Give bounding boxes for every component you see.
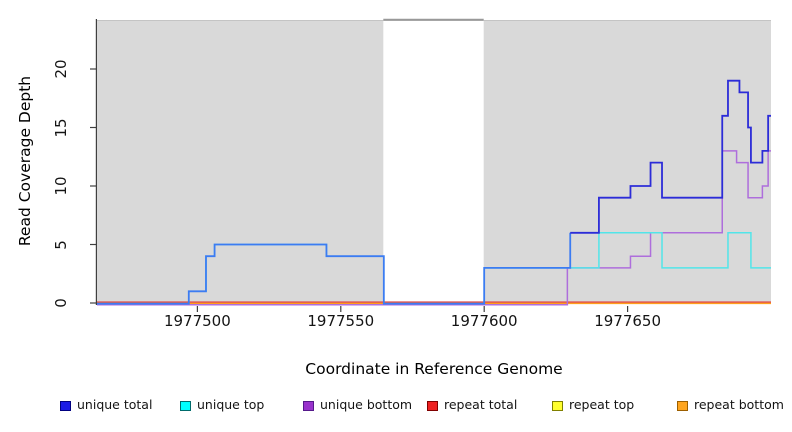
legend-swatch-icon	[552, 400, 563, 411]
legend-label: unique total	[77, 397, 153, 412]
legend-swatch-icon	[60, 400, 71, 411]
legend-label: unique bottom	[320, 397, 413, 412]
legend-swatch-icon	[303, 400, 314, 411]
legend-label: repeat bottom	[694, 397, 784, 412]
x-tick-label: 1977600	[450, 312, 518, 330]
legend-swatch-icon	[180, 400, 191, 411]
y-tick-label: 20	[52, 59, 70, 79]
x-tick-label: 1977550	[307, 312, 375, 330]
x-axis-title: Coordinate in Reference Genome	[305, 360, 563, 378]
legend-label: repeat total	[444, 397, 518, 412]
legend-swatch-icon	[427, 400, 438, 411]
legend-label: unique top	[197, 397, 265, 412]
legend-swatch-icon	[677, 400, 688, 411]
x-tick-label: 1977650	[594, 312, 661, 330]
x-tick-label: 1977500	[163, 312, 231, 330]
y-axis-title: Read Coverage Depth	[16, 75, 34, 247]
legend-label: repeat top	[569, 397, 635, 412]
